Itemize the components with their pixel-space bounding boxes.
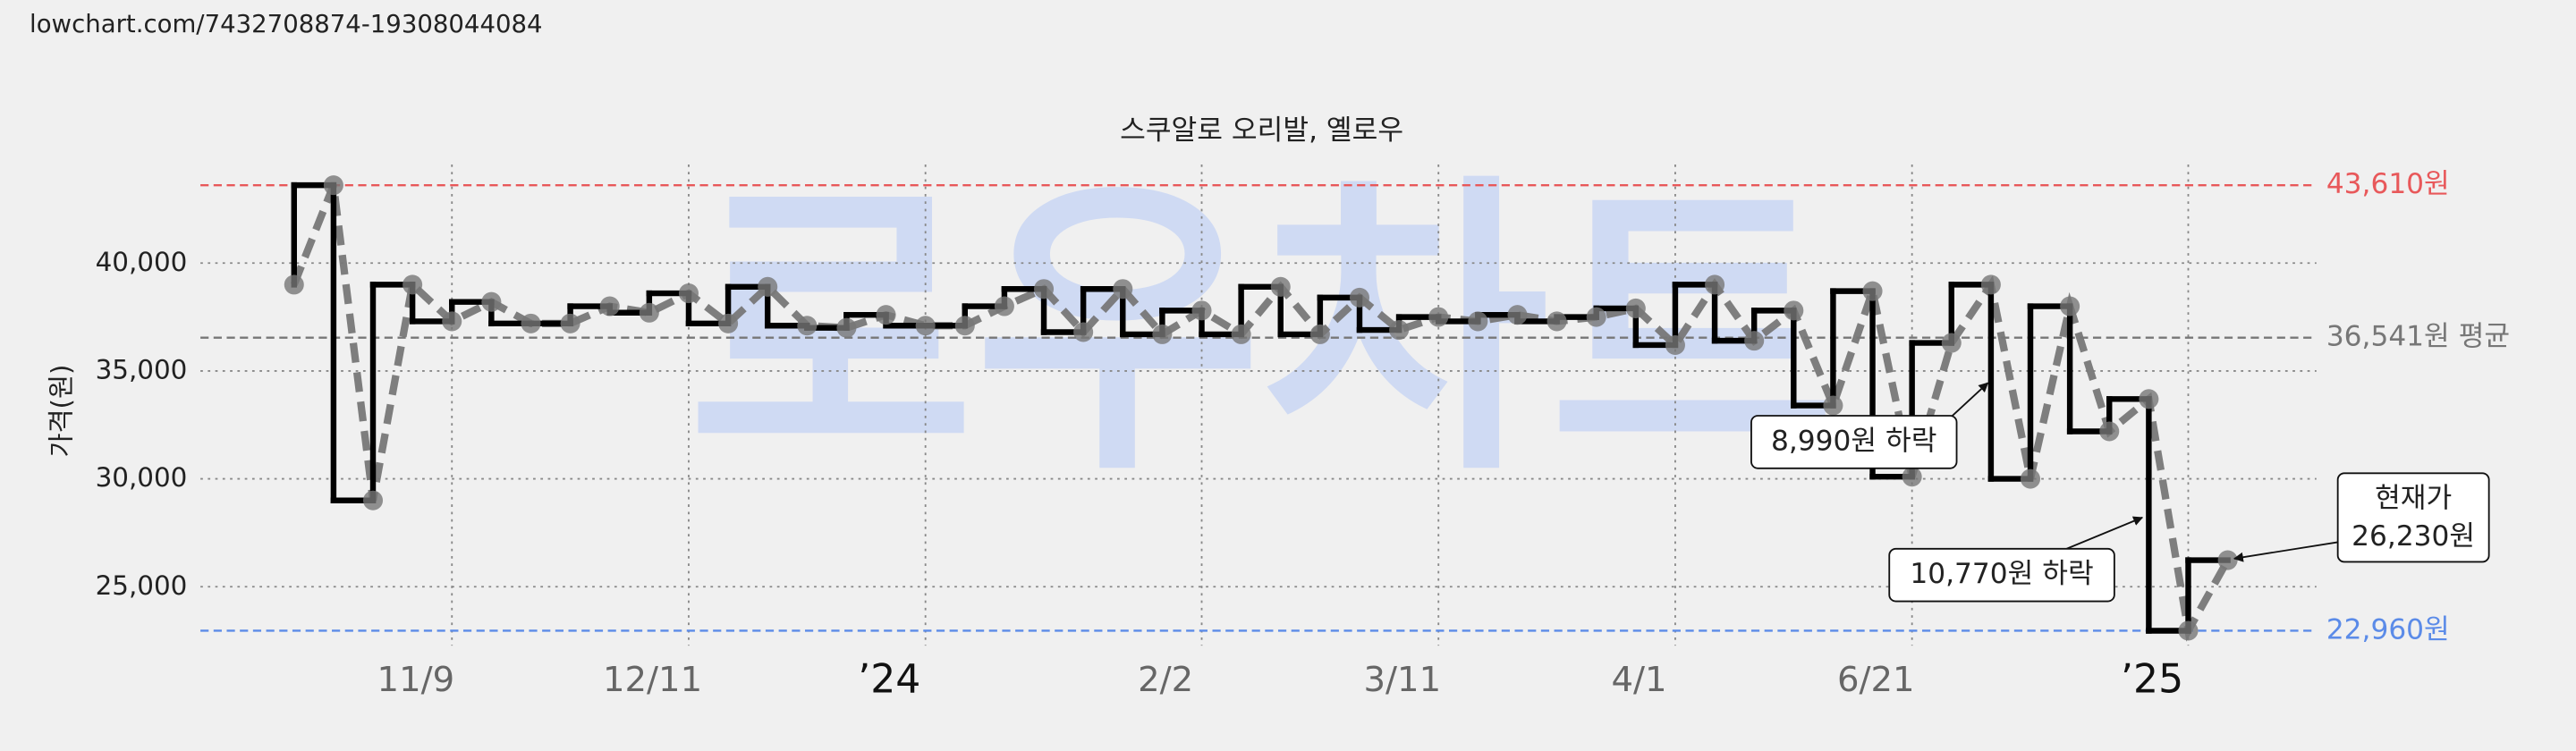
point bbox=[1941, 333, 1962, 353]
point bbox=[758, 276, 778, 297]
point bbox=[1625, 298, 1646, 318]
point bbox=[915, 316, 936, 336]
annotation-arrow bbox=[2066, 516, 2144, 550]
point bbox=[1744, 331, 1765, 351]
point bbox=[1665, 334, 1685, 355]
x-tick-label: ’25 bbox=[2121, 657, 2183, 703]
point bbox=[2099, 421, 2120, 442]
point bbox=[718, 313, 739, 333]
point bbox=[1468, 311, 1488, 332]
point bbox=[1270, 276, 1291, 297]
annotation-text: 현재가 bbox=[2375, 483, 2452, 515]
x-tick-label: 11/9 bbox=[377, 660, 455, 700]
point bbox=[1389, 320, 1410, 341]
point bbox=[1191, 300, 1212, 321]
annotation-arrow bbox=[2233, 541, 2338, 562]
y-tick-label: 30,000 bbox=[96, 462, 188, 493]
annotation-text: 8,990원 하락 bbox=[1771, 425, 1936, 457]
annotation-box bbox=[1750, 415, 1958, 469]
point bbox=[1980, 274, 2001, 295]
point bbox=[1034, 279, 1055, 300]
point bbox=[1586, 307, 1606, 327]
point bbox=[2139, 389, 2159, 409]
point bbox=[1428, 307, 1449, 327]
annotation-text: 10,770원 하락 bbox=[1910, 558, 2093, 590]
point bbox=[323, 175, 343, 196]
annotation-box bbox=[2336, 472, 2490, 563]
annotation-text: 26,230원 bbox=[2351, 520, 2475, 553]
point bbox=[402, 274, 423, 295]
point bbox=[1073, 322, 1094, 342]
point bbox=[1231, 324, 1251, 344]
chart-title: 스쿠알로 오리발, 옐로우 bbox=[1120, 114, 1403, 147]
reference-label: 43,610원 bbox=[2326, 168, 2450, 200]
x-tick-label: 4/1 bbox=[1612, 660, 1667, 700]
point bbox=[521, 313, 541, 333]
point bbox=[639, 302, 659, 323]
point bbox=[442, 311, 462, 332]
point bbox=[1705, 274, 1725, 295]
x-tick-label: 3/11 bbox=[1364, 660, 1442, 700]
point bbox=[362, 490, 384, 511]
point bbox=[1862, 281, 1883, 301]
point bbox=[1309, 324, 1330, 344]
point bbox=[2178, 620, 2199, 641]
point bbox=[994, 296, 1014, 316]
reference-label: 36,541원 평균 bbox=[2326, 321, 2510, 353]
reference-label: 22,960원 bbox=[2326, 613, 2450, 646]
url: lowchart.com/7432708874-19308044084 bbox=[30, 10, 543, 38]
point bbox=[1507, 305, 1528, 325]
x-tick-label: 12/11 bbox=[603, 660, 702, 700]
point bbox=[599, 296, 620, 316]
point bbox=[836, 317, 857, 338]
point bbox=[1546, 311, 1567, 332]
point bbox=[1113, 279, 1133, 300]
x-tick-label: 2/2 bbox=[1138, 660, 1193, 700]
point bbox=[1902, 467, 1922, 487]
point bbox=[560, 313, 580, 333]
y-tick-label: 35,000 bbox=[96, 354, 188, 384]
point bbox=[1349, 287, 1370, 308]
point bbox=[1152, 324, 1173, 344]
x-tick-label: 6/21 bbox=[1837, 660, 1915, 700]
y-tick-label: 25,000 bbox=[96, 570, 188, 601]
point bbox=[1784, 300, 1804, 321]
point bbox=[797, 316, 818, 336]
point bbox=[481, 291, 502, 312]
point bbox=[2217, 550, 2238, 570]
y-axis-label: 가격(원) bbox=[46, 364, 76, 457]
point bbox=[2020, 468, 2041, 489]
point bbox=[2060, 296, 2080, 316]
point bbox=[1823, 395, 1843, 416]
point bbox=[678, 283, 699, 304]
watermark: 로우차트 bbox=[688, 150, 1836, 513]
point bbox=[954, 316, 975, 336]
point bbox=[284, 274, 304, 295]
annotation-box bbox=[1888, 547, 2115, 603]
y-tick-label: 40,000 bbox=[96, 247, 188, 277]
point bbox=[876, 305, 896, 325]
x-tick-label: ’24 bbox=[858, 657, 920, 703]
